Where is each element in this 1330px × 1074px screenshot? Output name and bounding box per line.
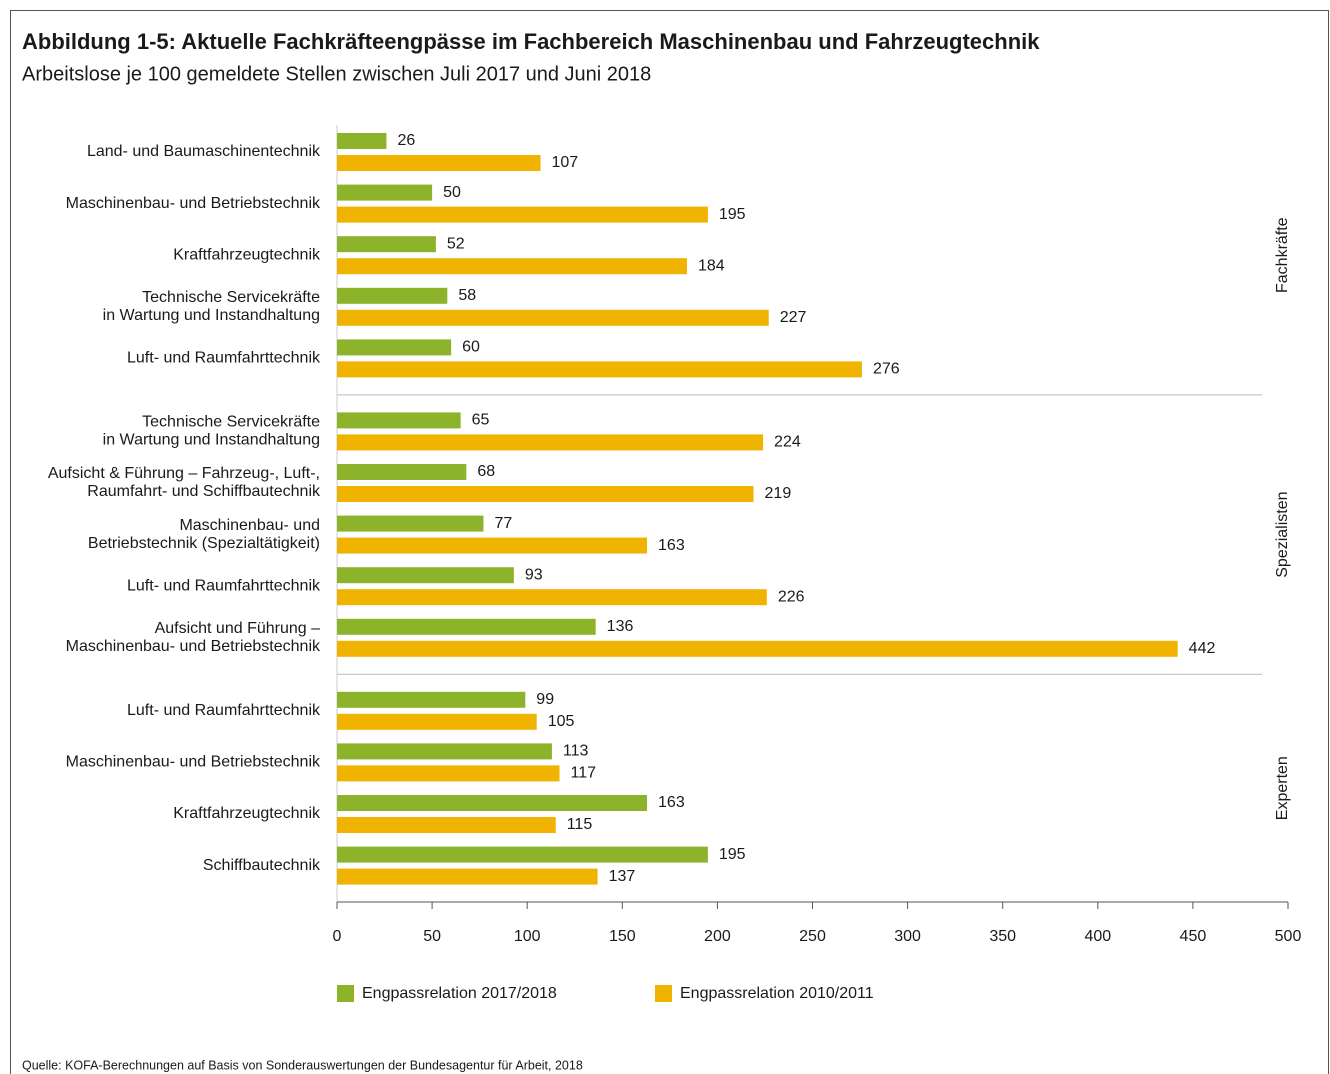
data-label: 115: [567, 816, 593, 833]
legend-swatch: [655, 985, 672, 1002]
data-label: 60: [462, 339, 480, 356]
category-label: Land- und Baumaschinentechnik: [87, 143, 321, 160]
data-label: 442: [1189, 640, 1216, 657]
bar: [337, 309, 769, 326]
bar: [337, 339, 452, 356]
bar: [337, 640, 1178, 657]
data-label: 65: [472, 412, 490, 429]
category-label: Kraftfahrzeugtechnik: [173, 805, 321, 822]
category-label: Maschinenbau- und: [179, 517, 320, 534]
data-label: 68: [477, 463, 495, 480]
x-tick-label: 150: [609, 928, 636, 945]
data-label: 26: [397, 132, 415, 149]
bar: [337, 434, 764, 451]
data-label: 117: [571, 765, 597, 782]
bar: [337, 691, 526, 708]
bar: [337, 743, 552, 760]
bar: [337, 206, 708, 223]
data-label: 52: [447, 235, 465, 252]
bar: [337, 795, 648, 811]
group-label: Experten: [1274, 756, 1291, 820]
bar: [337, 817, 556, 833]
category-label: Technische Servicekräfte: [142, 289, 320, 306]
bar: [337, 287, 448, 304]
data-label: 276: [873, 361, 900, 378]
x-tick-label: 400: [1084, 928, 1111, 945]
bar: [337, 361, 862, 378]
source: Quelle: KOFA-Berechnungen auf Basis von …: [22, 1058, 583, 1072]
category-label: Betriebstechnik (Spezialtätigkeit): [88, 535, 320, 552]
category-label: Luft- und Raumfahrttechnik: [127, 702, 321, 719]
category-label: Maschinenbau- und Betriebstechnik: [66, 195, 321, 212]
bar: [337, 258, 687, 275]
bar: [337, 765, 560, 782]
x-tick-label: 50: [423, 928, 441, 945]
data-label: 136: [607, 618, 634, 635]
bar: [337, 155, 541, 171]
chart-title: Abbildung 1-5: Aktuelle Fachkräfteengpäs…: [22, 29, 1040, 54]
data-label: 195: [719, 206, 746, 223]
group-label: Spezialisten: [1274, 491, 1291, 577]
category-label: Luft- und Raumfahrttechnik: [127, 577, 321, 594]
category-label: in Wartung und Instandhaltung: [103, 307, 320, 324]
x-tick-label: 300: [894, 928, 921, 945]
bar: [337, 236, 436, 253]
data-label: 219: [765, 485, 792, 502]
category-label: Schiffbautechnik: [203, 857, 321, 874]
legend-swatch: [337, 985, 354, 1002]
x-tick-label: 0: [333, 928, 342, 945]
data-label: 105: [548, 713, 575, 730]
data-label: 93: [525, 566, 543, 583]
data-label: 113: [563, 743, 589, 760]
bar: [337, 537, 648, 554]
bar: [337, 589, 767, 606]
group-label: Fachkräfte: [1274, 217, 1291, 293]
bar: [337, 486, 754, 502]
legend-label: Engpassrelation 2010/2011: [680, 985, 874, 1002]
bar: [337, 464, 467, 480]
category-label: Raumfahrt- und Schiffbautechnik: [87, 483, 321, 500]
bar: [337, 713, 537, 730]
category-label: Aufsicht & Führung – Fahrzeug-, Luft-,: [48, 465, 320, 482]
data-label: 226: [778, 588, 805, 605]
x-tick-label: 250: [799, 928, 826, 945]
category-label: Maschinenbau- und Betriebstechnik: [66, 638, 321, 655]
x-tick-label: 500: [1275, 928, 1302, 945]
category-label: in Wartung und Instandhaltung: [103, 432, 320, 449]
category-label: Luft- und Raumfahrttechnik: [127, 350, 321, 367]
data-label: 163: [658, 537, 685, 554]
category-label: Maschinenbau- und Betriebstechnik: [66, 754, 321, 771]
data-label: 224: [774, 434, 801, 451]
data-label: 99: [536, 691, 554, 708]
category-label: Technische Servicekräfte: [142, 414, 320, 431]
chart-subtitle: Arbeitslose je 100 gemeldete Stellen zwi…: [22, 63, 651, 85]
bar: [337, 133, 387, 149]
category-label: Kraftfahrzeugtechnik: [173, 246, 321, 263]
bar: [337, 846, 708, 863]
data-label: 227: [780, 309, 807, 326]
frame: [10, 10, 1329, 1074]
bar: [337, 412, 461, 429]
x-tick-label: 350: [989, 928, 1016, 945]
data-label: 77: [494, 515, 512, 532]
bar: [337, 618, 596, 635]
data-label: 137: [609, 868, 636, 885]
data-label: 58: [458, 287, 476, 304]
data-label: 107: [552, 154, 579, 171]
x-tick-label: 200: [704, 928, 731, 945]
bar: [337, 868, 598, 885]
x-tick-label: 100: [514, 928, 541, 945]
legend-label: Engpassrelation 2017/2018: [362, 985, 557, 1002]
data-label: 50: [443, 184, 461, 201]
category-label: Aufsicht und Führung –: [155, 620, 321, 637]
data-label: 195: [719, 846, 746, 863]
data-label: 184: [698, 257, 725, 274]
bar: [337, 184, 433, 201]
data-label: 163: [658, 794, 685, 811]
bar: [337, 567, 514, 584]
x-tick-label: 450: [1180, 928, 1207, 945]
bar: [337, 515, 484, 532]
